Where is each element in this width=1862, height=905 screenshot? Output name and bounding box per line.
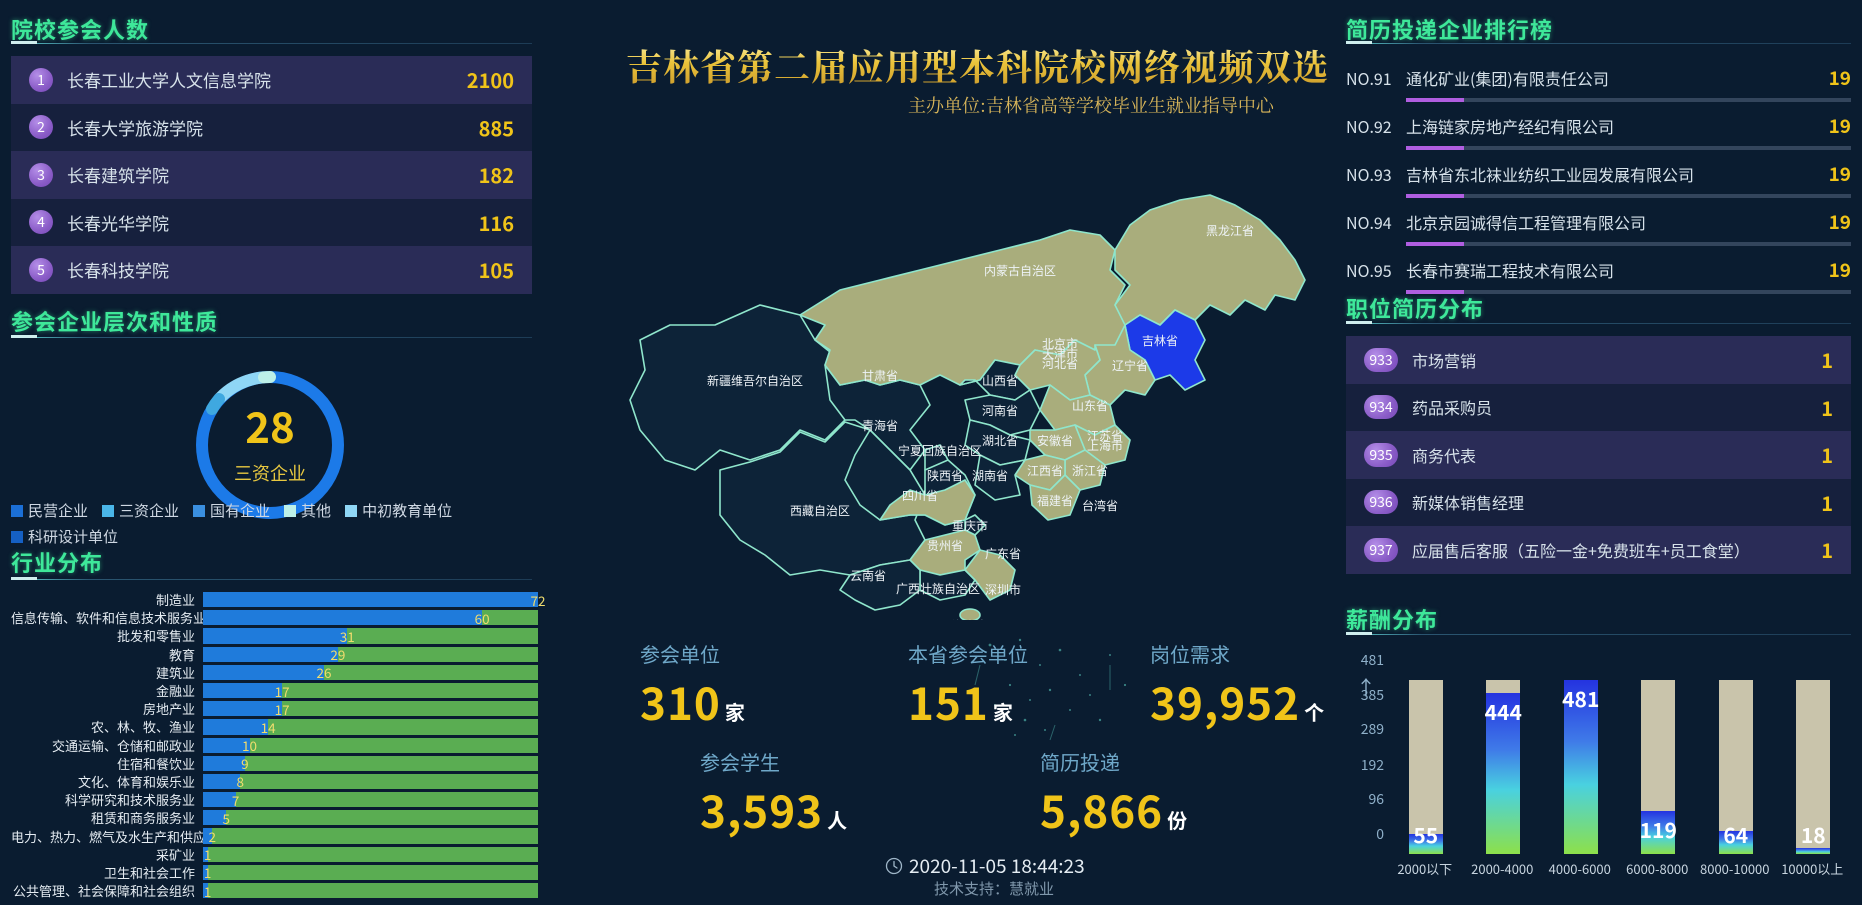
svg-text:浙江省: 浙江省	[1072, 464, 1108, 478]
svg-text:广东省: 广东省	[985, 547, 1021, 561]
svg-text:贵州省: 贵州省	[927, 539, 963, 553]
svg-text:四川省: 四川省	[902, 489, 938, 503]
svg-text:西藏自治区: 西藏自治区	[790, 504, 850, 518]
svg-text:海南省: 海南省	[952, 618, 988, 620]
svg-text:河北省: 河北省	[1042, 357, 1078, 371]
svg-text:吉林省: 吉林省	[1142, 334, 1178, 348]
svg-text:宁夏回族自治区: 宁夏回族自治区	[898, 443, 982, 458]
svg-text:安徽省: 安徽省	[1037, 433, 1073, 448]
svg-text:内蒙古自治区: 内蒙古自治区	[984, 263, 1056, 278]
svg-text:黑龙江省: 黑龙江省	[1206, 224, 1254, 238]
svg-text:湖南省: 湖南省	[972, 468, 1008, 483]
svg-text:新疆维吾尔自治区: 新疆维吾尔自治区	[707, 373, 803, 388]
svg-text:湖北省: 湖北省	[982, 433, 1018, 448]
svg-text:河南省: 河南省	[982, 403, 1018, 418]
svg-text:28: 28	[245, 395, 295, 456]
svg-text:云南省: 云南省	[850, 568, 886, 583]
svg-text:青海省: 青海省	[862, 418, 898, 433]
svg-text:山西省: 山西省	[982, 374, 1018, 388]
svg-text:江西省: 江西省	[1027, 464, 1063, 478]
svg-text:台湾省: 台湾省	[1082, 498, 1118, 513]
svg-text:三资企业: 三资企业	[234, 460, 306, 486]
svg-text:上海市: 上海市	[1087, 438, 1123, 453]
svg-text:甘肃省: 甘肃省	[862, 369, 898, 383]
svg-text:山东省: 山东省	[1072, 399, 1108, 413]
svg-text:重庆市: 重庆市	[952, 518, 988, 533]
svg-text:深圳市: 深圳市	[985, 582, 1021, 597]
svg-text:辽宁省: 辽宁省	[1112, 358, 1148, 373]
svg-text:陕西省: 陕西省	[927, 468, 963, 483]
svg-text:广西壮族自治区: 广西壮族自治区	[896, 582, 980, 596]
svg-text:福建省: 福建省	[1037, 493, 1073, 508]
